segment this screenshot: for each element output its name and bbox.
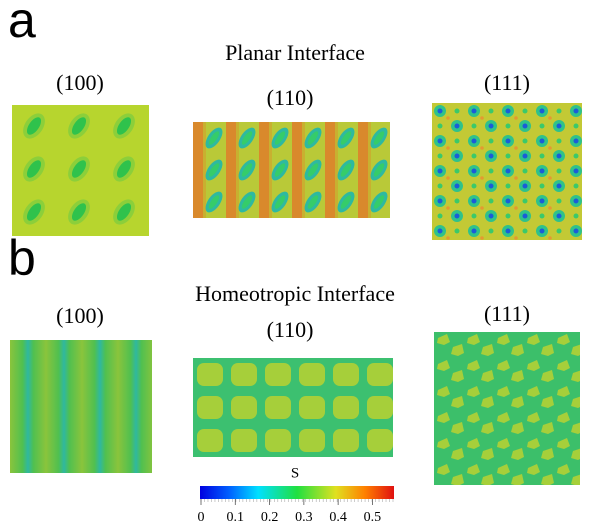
panel-title: Planar Interface [225,40,365,65]
simulation-image [193,122,390,218]
colorbar: S 0 0.1 0.2 0.3 0.4 0.5 [198,465,395,525]
colorbar-tick-label: 0.1 [227,510,245,525]
colorbar-tick-label: 0.4 [329,510,347,525]
colorbar-label: S [291,465,299,481]
colorbar-tick-label: 0.2 [261,510,279,525]
view-label: (111) [484,70,530,95]
simulation-image [434,332,580,485]
colorbar-tick-label: 0.5 [364,510,382,525]
panel-label: a [8,0,36,48]
view-label: (100) [56,70,104,95]
simulation-image [10,340,152,473]
colorbar-tick-label: 0 [198,510,205,525]
view-label: (111) [484,301,530,326]
simulation-image [12,105,149,236]
view-label: (110) [267,85,314,110]
colorbar-gradient [200,486,394,499]
panel-label: b [8,230,36,286]
view-label: (100) [56,303,104,328]
simulation-image [193,358,393,457]
figure: a Planar Interface (100) (110) (111) b H… [0,0,589,527]
simulation-image [432,103,582,240]
view-label: (110) [267,317,314,342]
colorbar-tick-label: 0.3 [295,510,313,525]
panel-title: Homeotropic Interface [195,281,395,306]
